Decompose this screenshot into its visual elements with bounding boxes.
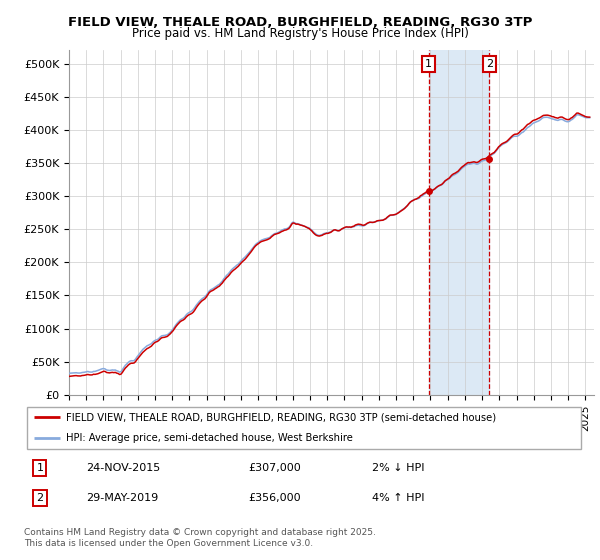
Text: 24-NOV-2015: 24-NOV-2015 <box>86 463 160 473</box>
Text: FIELD VIEW, THEALE ROAD, BURGHFIELD, READING, RG30 3TP (semi-detached house): FIELD VIEW, THEALE ROAD, BURGHFIELD, REA… <box>66 412 496 422</box>
FancyBboxPatch shape <box>27 407 581 449</box>
Text: 2: 2 <box>37 493 43 503</box>
Text: £356,000: £356,000 <box>248 493 301 503</box>
Text: £307,000: £307,000 <box>248 463 301 473</box>
Text: Price paid vs. HM Land Registry's House Price Index (HPI): Price paid vs. HM Land Registry's House … <box>131 27 469 40</box>
Text: 4% ↑ HPI: 4% ↑ HPI <box>372 493 424 503</box>
Bar <box>429 50 490 395</box>
Text: 29-MAY-2019: 29-MAY-2019 <box>86 493 158 503</box>
Text: HPI: Average price, semi-detached house, West Berkshire: HPI: Average price, semi-detached house,… <box>66 433 353 444</box>
Text: 2% ↓ HPI: 2% ↓ HPI <box>372 463 424 473</box>
Text: FIELD VIEW, THEALE ROAD, BURGHFIELD, READING, RG30 3TP: FIELD VIEW, THEALE ROAD, BURGHFIELD, REA… <box>68 16 532 29</box>
Text: Contains HM Land Registry data © Crown copyright and database right 2025.
This d: Contains HM Land Registry data © Crown c… <box>24 528 376 548</box>
Text: 1: 1 <box>37 463 43 473</box>
Text: 1: 1 <box>425 59 432 69</box>
Text: 2: 2 <box>486 59 493 69</box>
